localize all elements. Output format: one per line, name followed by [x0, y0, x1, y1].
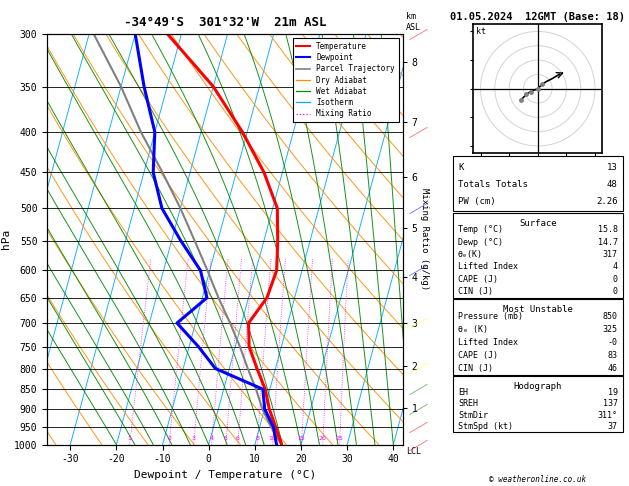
Text: Lifted Index: Lifted Index: [458, 262, 518, 272]
Text: EH: EH: [458, 388, 468, 397]
X-axis label: Dewpoint / Temperature (°C): Dewpoint / Temperature (°C): [134, 470, 316, 480]
Text: Totals Totals: Totals Totals: [458, 180, 528, 189]
Y-axis label: Mixing Ratio (g/kg): Mixing Ratio (g/kg): [420, 188, 428, 291]
Text: 850: 850: [603, 312, 618, 321]
Text: 6: 6: [236, 436, 240, 441]
Text: 48: 48: [607, 180, 618, 189]
Text: PW (cm): PW (cm): [458, 197, 496, 206]
Text: 1: 1: [128, 436, 131, 441]
Text: ―――: ―――: [408, 437, 429, 452]
Text: 25: 25: [336, 436, 343, 441]
Text: 4: 4: [613, 262, 618, 272]
Text: Most Unstable: Most Unstable: [503, 305, 573, 314]
Text: 317: 317: [603, 250, 618, 259]
Text: 8: 8: [255, 436, 259, 441]
Text: 5: 5: [224, 436, 228, 441]
Text: 15: 15: [298, 436, 306, 441]
Text: ―――: ―――: [408, 262, 429, 278]
Text: 137: 137: [603, 399, 618, 408]
Text: -0: -0: [608, 338, 618, 347]
Text: Hodograph: Hodograph: [514, 382, 562, 391]
Text: 0: 0: [613, 275, 618, 284]
Text: ―――: ―――: [408, 361, 429, 377]
Text: 83: 83: [608, 351, 618, 360]
Text: ―――: ―――: [408, 124, 429, 140]
Text: CAPE (J): CAPE (J): [458, 275, 498, 284]
Text: -34°49'S  301°32'W  21m ASL: -34°49'S 301°32'W 21m ASL: [124, 16, 326, 29]
Text: ―――: ―――: [408, 419, 429, 435]
Text: 15.8: 15.8: [598, 225, 618, 234]
Text: CAPE (J): CAPE (J): [458, 351, 498, 360]
Text: 3: 3: [192, 436, 196, 441]
Text: kt: kt: [476, 27, 486, 36]
Text: ―――: ―――: [408, 401, 429, 417]
Text: ―――: ―――: [408, 315, 429, 331]
Text: 2: 2: [167, 436, 171, 441]
Text: 46: 46: [608, 364, 618, 373]
Text: 01.05.2024  12GMT (Base: 18): 01.05.2024 12GMT (Base: 18): [450, 12, 625, 22]
Text: Dewp (°C): Dewp (°C): [458, 238, 503, 247]
Text: ―――: ―――: [408, 200, 429, 216]
Text: km
ASL: km ASL: [406, 12, 421, 32]
Text: 20: 20: [319, 436, 326, 441]
Text: Surface: Surface: [519, 219, 557, 228]
Text: SREH: SREH: [458, 399, 478, 408]
Text: K: K: [458, 163, 464, 172]
Text: 37: 37: [608, 422, 618, 431]
Text: ―――: ―――: [408, 26, 429, 42]
Text: StmSpd (kt): StmSpd (kt): [458, 422, 513, 431]
Legend: Temperature, Dewpoint, Parcel Trajectory, Dry Adiabat, Wet Adiabat, Isotherm, Mi: Temperature, Dewpoint, Parcel Trajectory…: [292, 38, 399, 122]
Text: 19: 19: [608, 388, 618, 397]
Text: Lifted Index: Lifted Index: [458, 338, 518, 347]
Text: θₑ(K): θₑ(K): [458, 250, 483, 259]
Text: 325: 325: [603, 325, 618, 334]
Text: 0: 0: [613, 287, 618, 296]
Text: Pressure (mb): Pressure (mb): [458, 312, 523, 321]
Text: StmDir: StmDir: [458, 411, 488, 419]
Text: 4: 4: [209, 436, 214, 441]
Text: 311°: 311°: [598, 411, 618, 419]
Text: 14.7: 14.7: [598, 238, 618, 247]
Text: 13: 13: [607, 163, 618, 172]
Text: © weatheronline.co.uk: © weatheronline.co.uk: [489, 474, 586, 484]
Text: CIN (J): CIN (J): [458, 287, 493, 296]
Text: LCL: LCL: [406, 447, 421, 456]
Text: CIN (J): CIN (J): [458, 364, 493, 373]
Text: Temp (°C): Temp (°C): [458, 225, 503, 234]
Text: θₑ (K): θₑ (K): [458, 325, 488, 334]
Y-axis label: hPa: hPa: [1, 229, 11, 249]
Text: 2.26: 2.26: [596, 197, 618, 206]
Text: ―――: ―――: [408, 382, 429, 397]
Text: 10: 10: [269, 436, 277, 441]
